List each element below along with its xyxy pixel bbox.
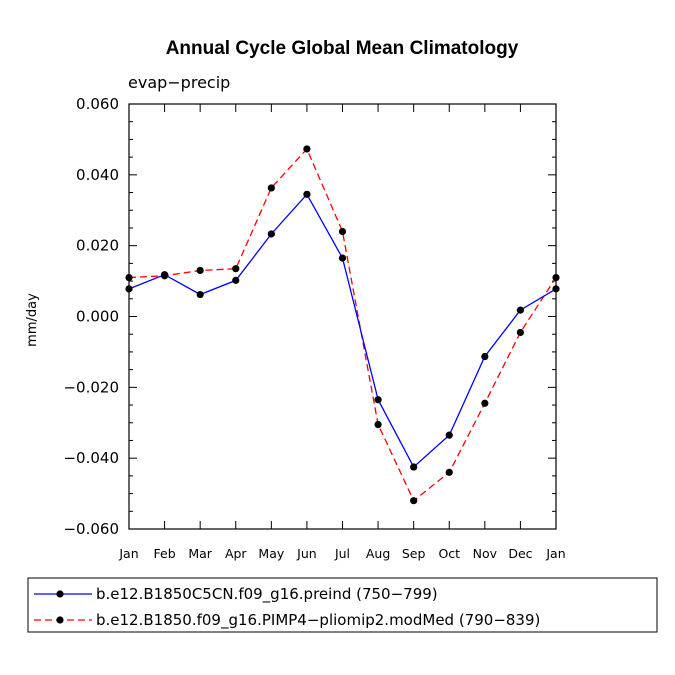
data-point <box>410 497 418 505</box>
plot-frame <box>128 103 557 530</box>
legend-label-preind: b.e12.B1850C5CN.f09_g16.preind (750−799) <box>96 585 438 604</box>
y-tick-labels: 0.060 0.040 0.020 0.000 −0.020 −0.040 −0.060 <box>63 95 119 538</box>
x-tick-label: Nov <box>473 546 498 561</box>
y-tick-label: −0.060 <box>63 520 119 538</box>
series-line <box>128 147 557 502</box>
data-point <box>481 352 489 361</box>
y-tick-label: −0.040 <box>63 449 119 467</box>
data-point <box>196 290 204 299</box>
x-tick-labels: Jan Feb Mar Apr May Jun Jul Aug Sep Oct Nov Dec Jan <box>118 546 565 561</box>
series-layer <box>125 145 560 505</box>
y-tick-label: 0.000 <box>76 308 119 326</box>
x-tick-label: Sep <box>402 546 426 561</box>
x-tick-label: Jun <box>296 546 317 561</box>
chart-title: Annual Cycle Global Mean Climatology <box>166 38 519 59</box>
data-point <box>160 271 169 279</box>
x-tick-label: Jul <box>334 546 350 561</box>
legend-marker-pliomip <box>56 616 64 624</box>
data-point <box>374 396 382 404</box>
data-point <box>267 230 275 238</box>
data-point <box>303 145 311 153</box>
x-tick-label: Jan <box>118 546 138 561</box>
data-point <box>410 463 418 471</box>
x-tick-label: Feb <box>154 546 176 561</box>
data-point <box>338 227 347 236</box>
data-point <box>196 266 204 275</box>
data-point <box>552 273 560 282</box>
y-tick-label: 0.040 <box>76 166 119 184</box>
data-point <box>125 285 133 293</box>
axis-ticks <box>128 103 557 530</box>
data-point <box>338 254 347 262</box>
data-point <box>125 273 133 282</box>
legend-marker-preind <box>56 590 64 598</box>
legend-box <box>27 577 658 633</box>
data-point <box>374 420 382 429</box>
x-tick-label: Dec <box>508 546 532 561</box>
legend-label-pliomip: b.e12.B1850.f09_g16.PIMP4−pliomip2.modMe… <box>96 611 540 630</box>
x-tick-label: Oct <box>438 546 460 561</box>
x-tick-label: Apr <box>225 546 247 561</box>
y-tick-label: −0.020 <box>63 378 119 396</box>
series-line <box>128 193 557 469</box>
x-tick-label: Mar <box>188 546 212 561</box>
y-axis-label: mm/day <box>25 293 40 347</box>
legend: b.e12.B1850C5CN.f09_g16.preind (750−799)… <box>27 577 658 633</box>
data-point <box>232 265 240 273</box>
x-tick-label: May <box>258 546 284 561</box>
x-tick-label: Aug <box>366 546 390 561</box>
data-point <box>445 468 453 476</box>
x-tick-label: Jan <box>545 546 565 561</box>
data-point <box>552 285 560 293</box>
data-point <box>445 431 453 439</box>
series-pliomip <box>125 145 560 505</box>
data-point <box>516 306 525 314</box>
series-preind <box>125 190 560 471</box>
data-point <box>303 190 311 198</box>
chart-subtitle: evap−precip <box>128 73 230 92</box>
data-point <box>516 328 525 337</box>
data-point <box>481 399 489 407</box>
data-point <box>267 184 275 192</box>
data-point <box>232 276 240 284</box>
y-tick-label: 0.060 <box>76 95 119 113</box>
y-tick-label: 0.020 <box>76 237 119 255</box>
